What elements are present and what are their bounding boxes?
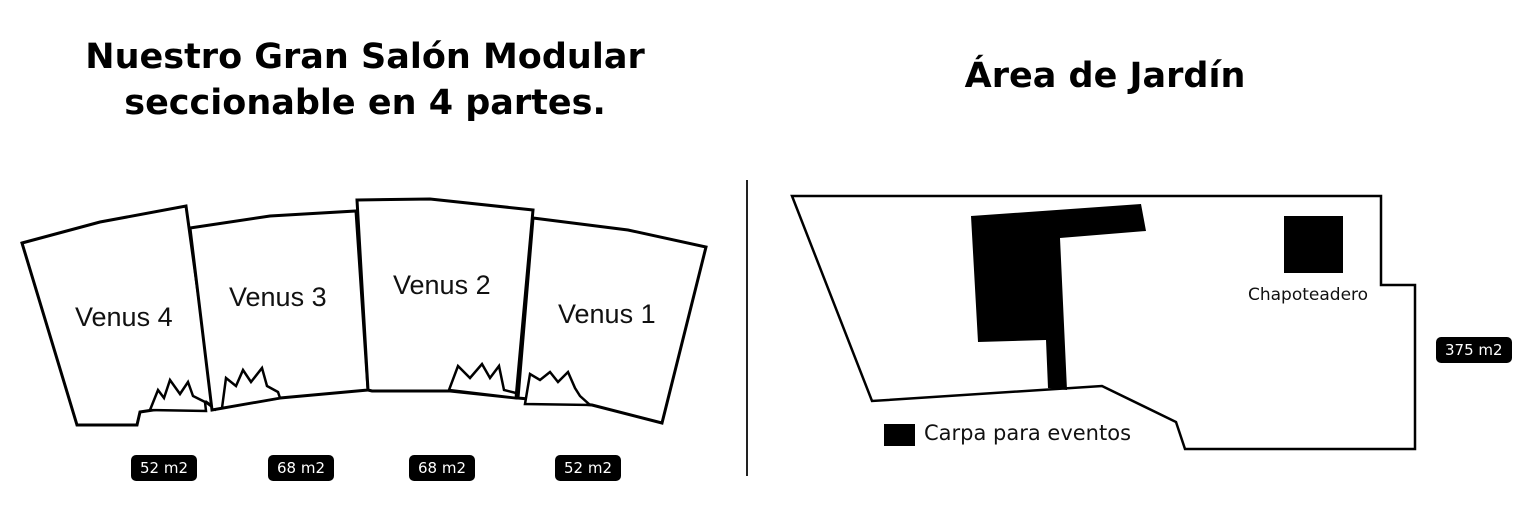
section-divider [746,180,748,476]
legend-swatch [884,424,915,446]
salon-title-line-1: Nuestro Gran Salón Modular [85,37,645,77]
event-tent[interactable] [971,204,1146,390]
plant-icon [523,369,594,407]
garden-outline[interactable] [790,194,1417,451]
plant-icon [148,377,208,413]
area-badge-venus-2: 68 m2 [409,455,476,481]
room-label-venus-4: Venus 4 [75,302,173,332]
legend-label: Carpa para eventos [924,421,1132,445]
garden-title: Área de Jardín [964,56,1246,96]
pool-label: Chapoteadero [1248,285,1369,305]
room-venus-1[interactable] [516,216,708,425]
pool-area[interactable] [1284,216,1343,273]
salon-title-line-2: seccionable en 4 partes. [124,83,606,123]
room-label-venus-2: Venus 2 [393,270,491,300]
room-label-venus-3: Venus 3 [229,282,327,312]
room-label-venus-1: Venus 1 [558,299,656,329]
plant-icon [220,365,282,410]
area-badge-venus-3: 68 m2 [268,455,335,481]
area-badge-venus-1: 52 m2 [555,455,622,481]
plant-icon [447,361,518,400]
garden-area-badge: 375 m2 [1436,337,1512,363]
area-badge-venus-4: 52 m2 [131,455,198,481]
salon-floor-plan [20,197,708,427]
